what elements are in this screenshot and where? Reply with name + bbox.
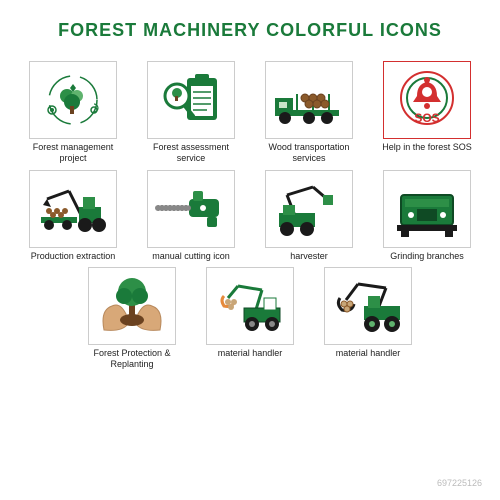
forest-management-label: Forest management project — [23, 142, 123, 164]
svg-text:SOS: SOS — [414, 111, 439, 125]
icon-grid: Forest management project — [15, 61, 485, 370]
forest-assessment-label: Forest assessment service — [141, 142, 241, 164]
cell-grinding: Grinding branches — [377, 170, 477, 262]
production-extraction-icon — [29, 170, 117, 248]
cell-manual-cutting: manual cutting icon — [141, 170, 241, 262]
cell-protection-replanting: Forest Protection & Replanting — [82, 267, 182, 370]
row-3: Forest Protection & Replanting — [15, 267, 485, 370]
page-title: FOREST MACHINERY COLORFUL ICONS — [15, 20, 485, 41]
material-handler-2-icon — [324, 267, 412, 345]
cell-material-handler-2: material handler — [318, 267, 418, 370]
grinding-icon — [383, 170, 471, 248]
cell-harvester: harvester — [259, 170, 359, 262]
cell-wood-transport: Wood transportation services — [259, 61, 359, 164]
material-handler-2-label: material handler — [336, 348, 401, 359]
production-extraction-label: Production extraction — [31, 251, 116, 262]
forest-management-icon — [29, 61, 117, 139]
wood-transport-label: Wood transportation services — [259, 142, 359, 164]
protection-replanting-icon — [88, 267, 176, 345]
watermark: 697225126 — [437, 478, 482, 488]
cell-material-handler-1: material handler — [200, 267, 300, 370]
harvester-label: harvester — [290, 251, 328, 262]
cell-production-extraction: Production extraction — [23, 170, 123, 262]
wood-transport-icon — [265, 61, 353, 139]
manual-cutting-label: manual cutting icon — [152, 251, 230, 262]
sos-icon: SOS — [383, 61, 471, 139]
row-1: Forest management project — [15, 61, 485, 164]
cell-forest-assessment: Forest assessment service — [141, 61, 241, 164]
harvester-icon — [265, 170, 353, 248]
sos-label: Help in the forest SOS — [382, 142, 472, 153]
manual-cutting-icon — [147, 170, 235, 248]
material-handler-1-label: material handler — [218, 348, 283, 359]
protection-replanting-label: Forest Protection & Replanting — [82, 348, 182, 370]
cell-sos: SOS Help in the forest SOS — [377, 61, 477, 164]
forest-assessment-icon — [147, 61, 235, 139]
row-2: Production extraction manual cutting ico… — [15, 170, 485, 262]
cell-forest-management: Forest management project — [23, 61, 123, 164]
material-handler-1-icon — [206, 267, 294, 345]
grinding-label: Grinding branches — [390, 251, 464, 262]
